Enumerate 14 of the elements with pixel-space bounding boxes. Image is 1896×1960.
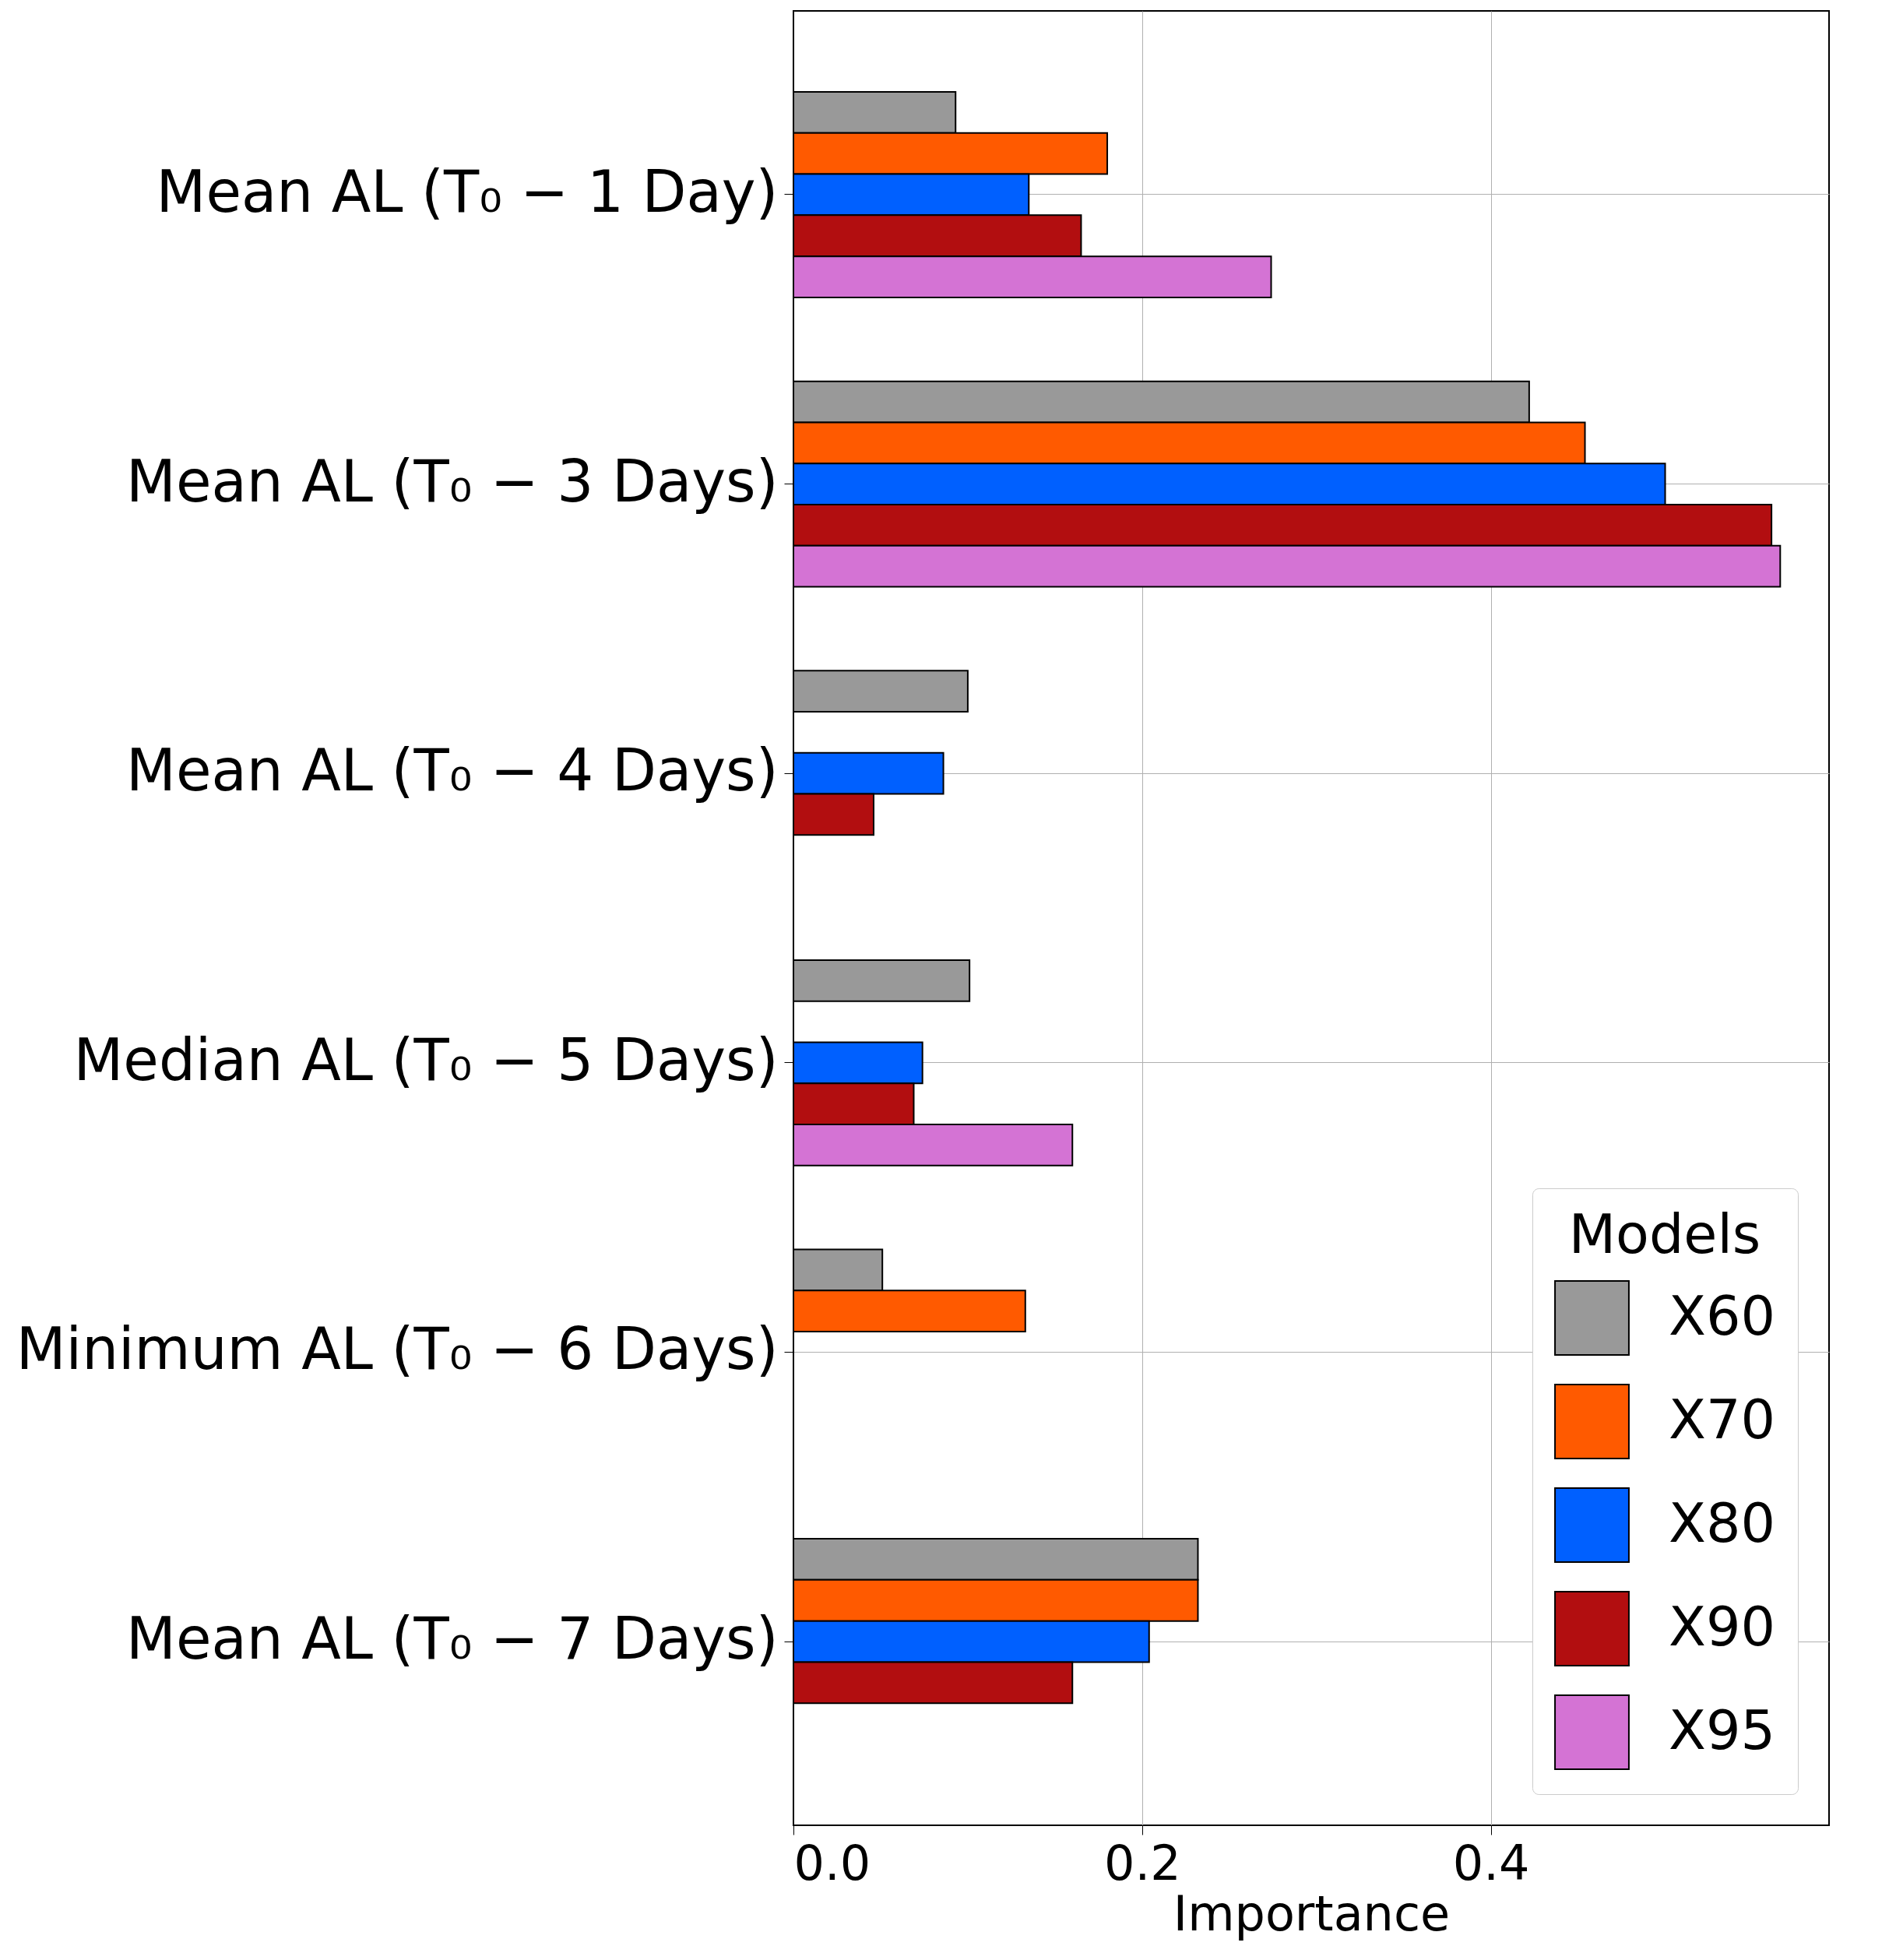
legend-label: X80 [1669,1490,1776,1555]
y-tick-label: Mean AL (T₀ − 1 Day) [156,157,779,225]
y-tick-label: Minimum AL (T₀ − 6 Days) [16,1315,779,1383]
x-tick-label: 0.4 [1452,1834,1530,1891]
y-tick-label: Median AL (T₀ − 5 Days) [73,1026,779,1093]
x-tick-label: 0.0 [793,1834,871,1891]
legend-label: X90 [1669,1594,1776,1659]
legend-title: Models [1568,1202,1761,1266]
legend-label: X60 [1669,1283,1776,1348]
legend-label: X70 [1669,1387,1776,1452]
y-tick-label: Mean AL (T₀ − 3 Days) [126,447,779,515]
legend-label: X95 [1669,1698,1776,1762]
y-tick-label: Mean AL (T₀ − 7 Days) [126,1605,779,1673]
y-tick-label: Mean AL (T₀ − 4 Days) [126,737,779,804]
